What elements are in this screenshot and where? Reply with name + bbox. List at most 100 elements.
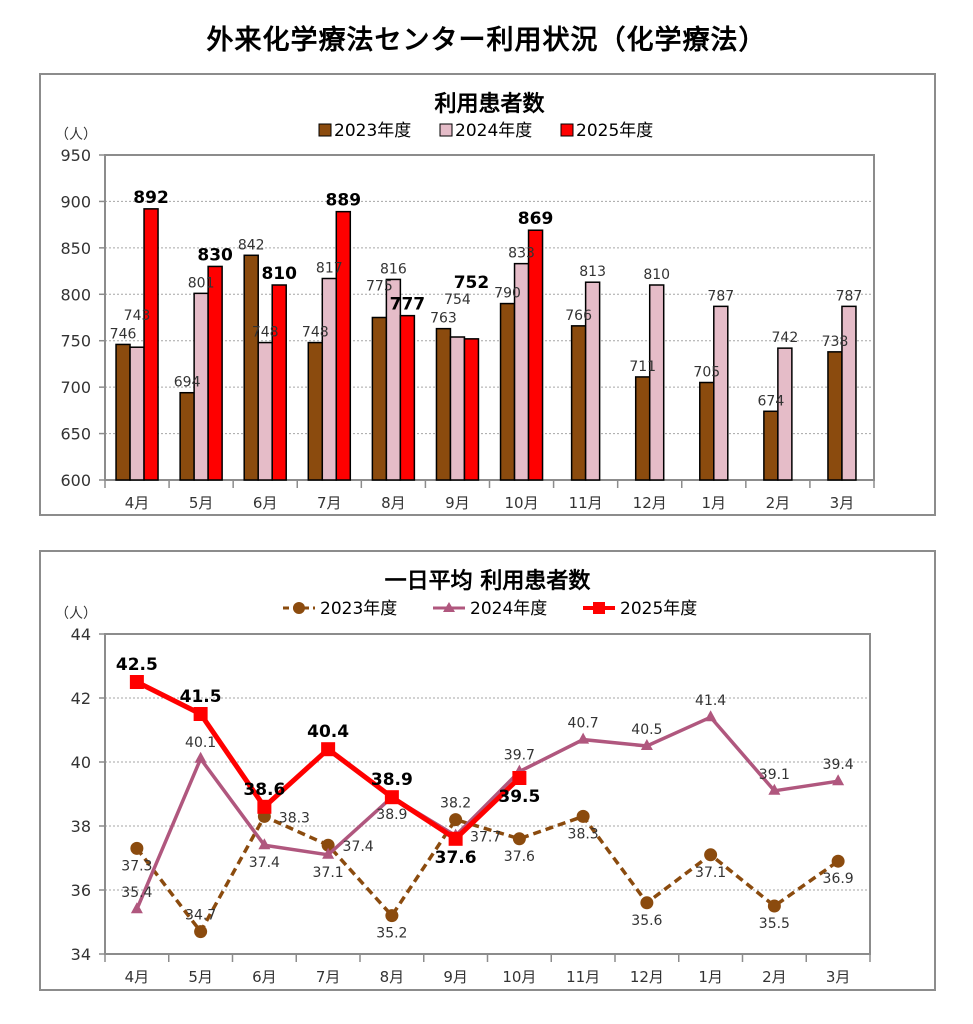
data-label: 787 (836, 288, 863, 304)
bar-chart: 利用患者数 600 650 700 750 800 850 900 950 （人） 4月 5月 6月 7月… (55, 91, 875, 512)
x-tick-label: 9月 (445, 494, 470, 512)
bar (777, 347, 793, 481)
data-label: 790 (494, 286, 521, 302)
x-tick-label: 8月 (380, 968, 405, 986)
data-label: 817 (316, 261, 343, 277)
legend-marker (443, 602, 455, 612)
legend-label: 2025年度 (620, 599, 697, 619)
bar (763, 410, 779, 481)
legend-swatch (439, 123, 453, 137)
data-label: 38.3 (568, 826, 599, 842)
legend-swatch (318, 123, 332, 137)
data-point (576, 809, 590, 823)
data-label: 787 (707, 288, 734, 304)
data-label: 748 (252, 325, 279, 341)
x-tick-label: 8月 (381, 494, 406, 512)
data-label: 37.4 (343, 839, 374, 855)
legend-label: 2025年度 (576, 121, 653, 141)
data-label: 38.2 (440, 796, 471, 812)
data-label: 833 (508, 246, 535, 262)
data-point (322, 847, 335, 859)
bar (841, 305, 857, 481)
bar (399, 314, 416, 481)
chart-title: 利用患者数 (434, 91, 545, 117)
legend-swatch (560, 123, 574, 137)
y-tick-label: 800 (60, 285, 91, 304)
data-label: 775 (366, 279, 393, 295)
bar (463, 338, 480, 481)
data-label: 810 (261, 264, 297, 284)
bar (584, 281, 601, 481)
y-tick-label: 36 (71, 881, 91, 900)
legend-marker (293, 602, 305, 614)
bar (570, 325, 587, 481)
x-tick-label: 5月 (188, 968, 213, 986)
bar (371, 316, 388, 481)
data-label: 842 (238, 237, 265, 253)
x-tick-label: 2月 (766, 494, 791, 512)
x-tick-label: 5月 (189, 494, 214, 512)
data-label: 36.9 (823, 871, 854, 887)
data-point (129, 675, 144, 689)
data-label: 37.3 (121, 858, 152, 874)
x-tick-label: 11月 (569, 494, 603, 512)
plot-area (104, 633, 871, 955)
data-point (193, 707, 208, 721)
data-point (768, 783, 781, 795)
x-tick-label: 2月 (762, 968, 787, 986)
x-tick-label: 6月 (253, 494, 278, 512)
x-tick-label: 12月 (633, 494, 667, 512)
data-label: 35.4 (121, 885, 152, 901)
data-label: 763 (430, 311, 457, 327)
y-tick-label: 44 (71, 625, 91, 644)
y-tick-label: 38 (71, 817, 91, 836)
series-line (135, 814, 840, 935)
data-label: 39.5 (498, 787, 540, 807)
data-label: 754 (444, 292, 471, 308)
data-label: 777 (390, 295, 426, 315)
y-axis-unit: （人） (55, 127, 97, 143)
data-label: 35.5 (759, 916, 790, 932)
bar (699, 381, 715, 481)
data-point (832, 774, 845, 786)
data-label: 752 (454, 273, 490, 293)
data-point (258, 838, 271, 850)
data-point (130, 902, 143, 914)
legend-label: 2023年度 (320, 599, 397, 619)
data-label: 810 (643, 267, 670, 283)
x-tick-label: 6月 (252, 968, 277, 986)
y-tick-label: 34 (71, 945, 91, 964)
data-label: 39.7 (504, 748, 535, 764)
bar (713, 305, 729, 481)
data-point (194, 751, 207, 763)
chart-title: 一日平均 利用患者数 (385, 568, 592, 594)
data-label: 41.4 (695, 693, 726, 709)
data-label: 830 (197, 245, 233, 265)
data-point (321, 838, 335, 852)
x-tick-label: 3月 (826, 968, 851, 986)
data-label: 40.5 (631, 722, 662, 738)
data-label: 37.7 (470, 830, 501, 846)
data-point (640, 739, 653, 750)
data-point (130, 841, 144, 855)
bar (115, 343, 131, 481)
data-label: 816 (380, 261, 407, 277)
data-label: 40.7 (568, 716, 599, 732)
x-tick-label: 3月 (830, 494, 855, 512)
line-chart-panel: 一日平均 利用患者数 34 36 38 40 42 44 （人） 4月 5月 6月 7月 8月 9月 10月… (39, 550, 936, 991)
data-label: 35.2 (376, 926, 407, 942)
data-label: 705 (693, 365, 720, 381)
legend-label: 2024年度 (470, 599, 547, 619)
data-label: 743 (124, 308, 151, 324)
data-point (385, 909, 399, 923)
y-tick-label: 700 (60, 378, 91, 397)
series-line (135, 715, 839, 910)
bar (435, 327, 452, 481)
data-label: 742 (772, 330, 799, 346)
y-tick-label: 850 (60, 239, 91, 258)
bar (307, 341, 324, 481)
data-label: 38.6 (243, 780, 285, 800)
data-point (767, 899, 781, 913)
data-label: 38.3 (279, 810, 310, 826)
y-tick-label: 40 (71, 753, 91, 772)
